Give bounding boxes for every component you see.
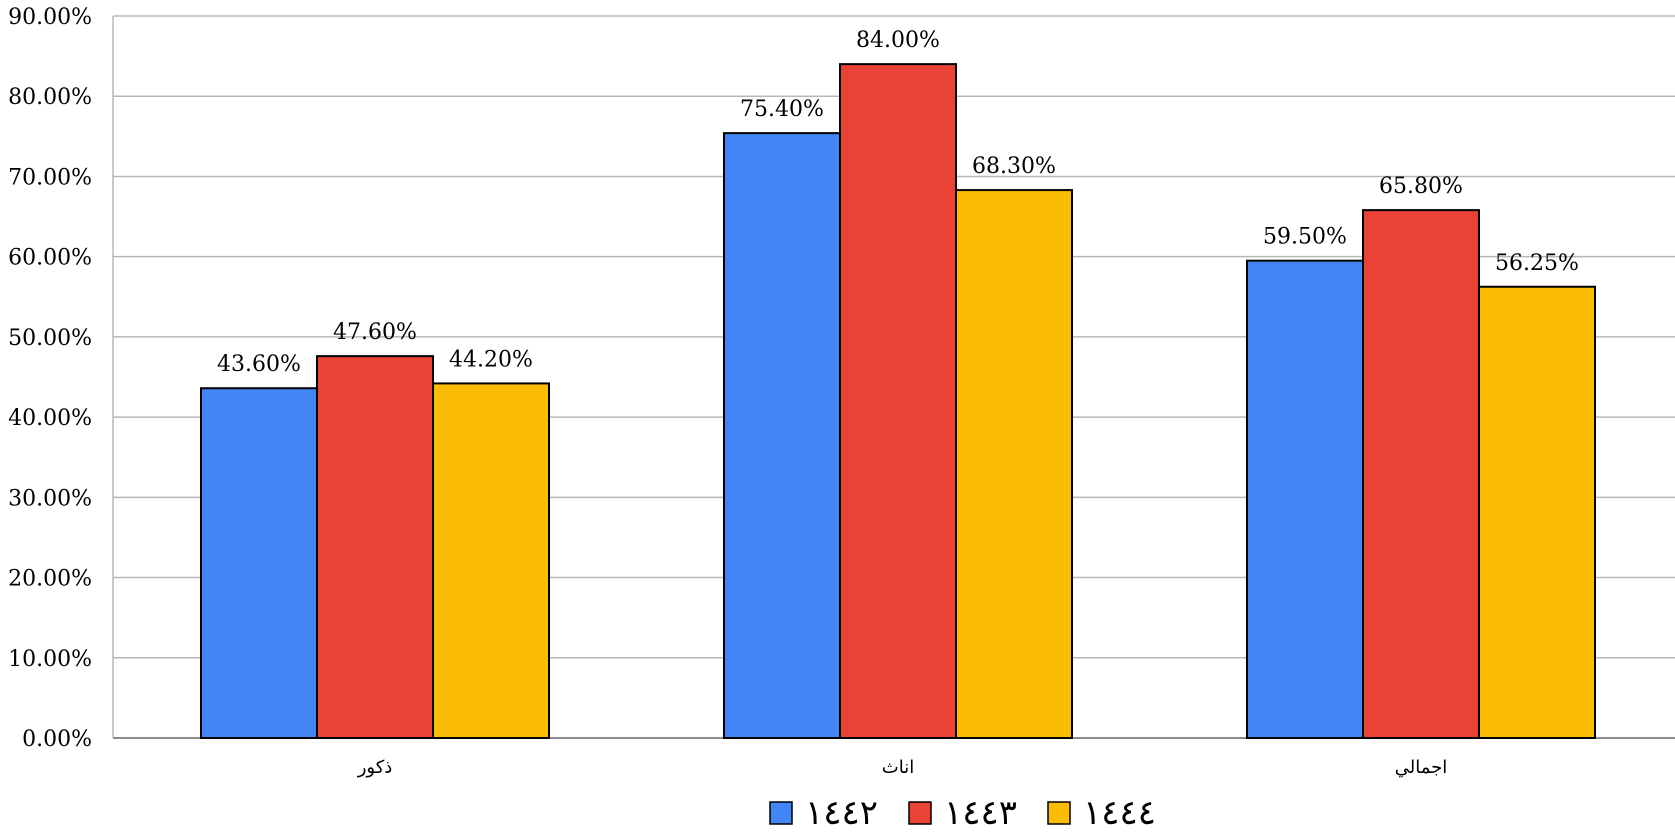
bar <box>200 387 318 739</box>
x-tick-label: اناث <box>882 757 914 778</box>
data-label: 44.20% <box>449 347 533 372</box>
data-label: 56.25% <box>1495 251 1579 276</box>
legend-swatch <box>769 801 793 825</box>
y-tick-label: 70.00% <box>8 165 92 190</box>
legend-label: ١٤٤٢ <box>805 793 878 833</box>
bar <box>1246 259 1364 739</box>
bar <box>723 132 841 739</box>
y-tick-label: 0.00% <box>22 727 92 752</box>
data-label: 65.80% <box>1379 174 1463 199</box>
legend-swatch <box>1047 801 1071 825</box>
y-tick-label: 90.00% <box>8 5 92 30</box>
legend-label: ١٤٤٤ <box>1083 793 1156 833</box>
bar <box>432 382 550 739</box>
data-label: 43.60% <box>217 352 301 377</box>
bar <box>955 189 1073 740</box>
bar <box>839 63 957 739</box>
y-tick-label: 20.00% <box>8 567 92 592</box>
legend-label: ١٤٤٣ <box>944 793 1017 833</box>
bar <box>1362 209 1480 740</box>
data-label: 84.00% <box>856 28 940 53</box>
data-label: 75.40% <box>740 97 824 122</box>
data-label: 47.60% <box>333 320 417 345</box>
y-tick-label: 80.00% <box>8 85 92 110</box>
y-tick-label: 30.00% <box>8 486 92 511</box>
y-tick-label: 60.00% <box>8 246 92 271</box>
bar <box>316 355 434 739</box>
y-tick-label: 40.00% <box>8 406 92 431</box>
bar <box>1478 285 1596 739</box>
data-label: 59.50% <box>1263 225 1347 250</box>
data-label: 68.30% <box>972 154 1056 179</box>
y-tick-label: 10.00% <box>8 647 92 672</box>
y-tick-label: 50.00% <box>8 326 92 351</box>
x-tick-label: اجمالي <box>1395 757 1448 778</box>
x-tick-label: ذكور <box>357 757 393 778</box>
legend-swatch <box>908 801 932 825</box>
